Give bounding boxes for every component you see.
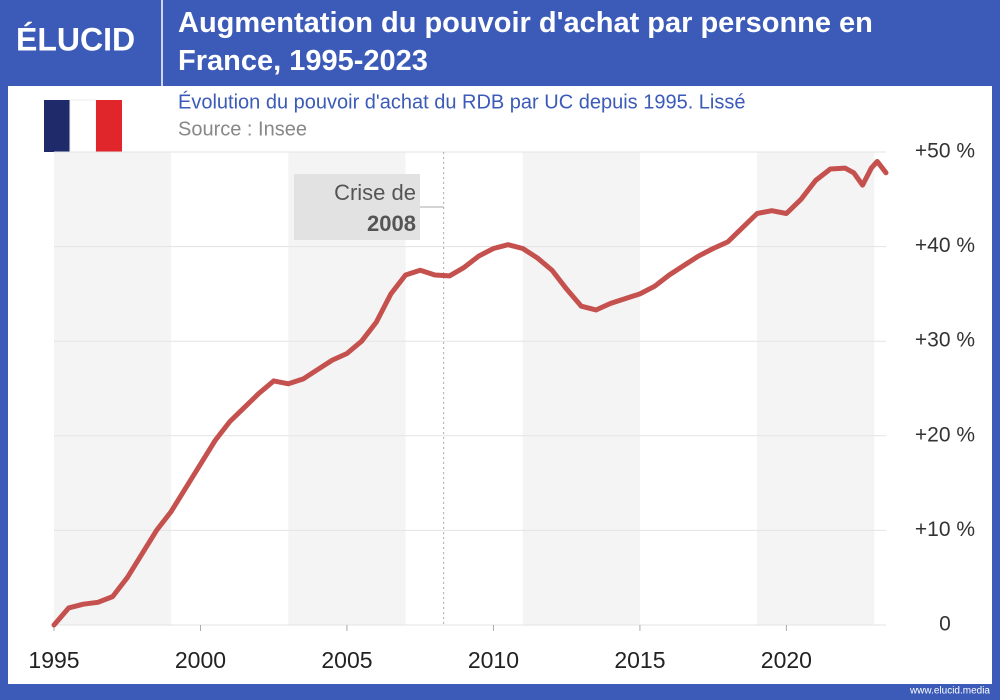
y-tick-label: +40 % bbox=[915, 234, 975, 257]
x-tick-label: 2010 bbox=[468, 647, 519, 673]
x-tick-label: 2005 bbox=[321, 647, 372, 673]
subtitle: Évolution du pouvoir d'achat du RDB par … bbox=[178, 90, 746, 113]
y-tick-label: +20 % bbox=[915, 423, 975, 446]
y-tick-label: +30 % bbox=[915, 329, 975, 352]
chart-title: Augmentation du pouvoir d'achat par pers… bbox=[178, 7, 873, 77]
source: Source : Insee bbox=[178, 118, 307, 140]
brand: ÉLUCID bbox=[16, 21, 135, 57]
data-line bbox=[51, 158, 889, 628]
y-tick-label: +50 % bbox=[915, 140, 975, 163]
annotation-box bbox=[294, 174, 420, 240]
x-tick-label: 2020 bbox=[761, 647, 812, 673]
period-band bbox=[757, 152, 875, 625]
x-tick-label: 2000 bbox=[175, 647, 226, 673]
annotation-text: Crise de bbox=[334, 180, 416, 205]
flag bbox=[44, 99, 122, 153]
y-tick-label: +10 % bbox=[915, 518, 975, 541]
footer: www.elucid.media bbox=[909, 686, 990, 697]
x-tick-label: 1995 bbox=[28, 647, 79, 673]
annotation-text: 2008 bbox=[367, 211, 416, 236]
period-band bbox=[54, 152, 172, 625]
y-tick-label: 0 bbox=[939, 613, 951, 636]
x-tick-label: 2015 bbox=[614, 647, 665, 673]
period-band bbox=[522, 152, 640, 625]
